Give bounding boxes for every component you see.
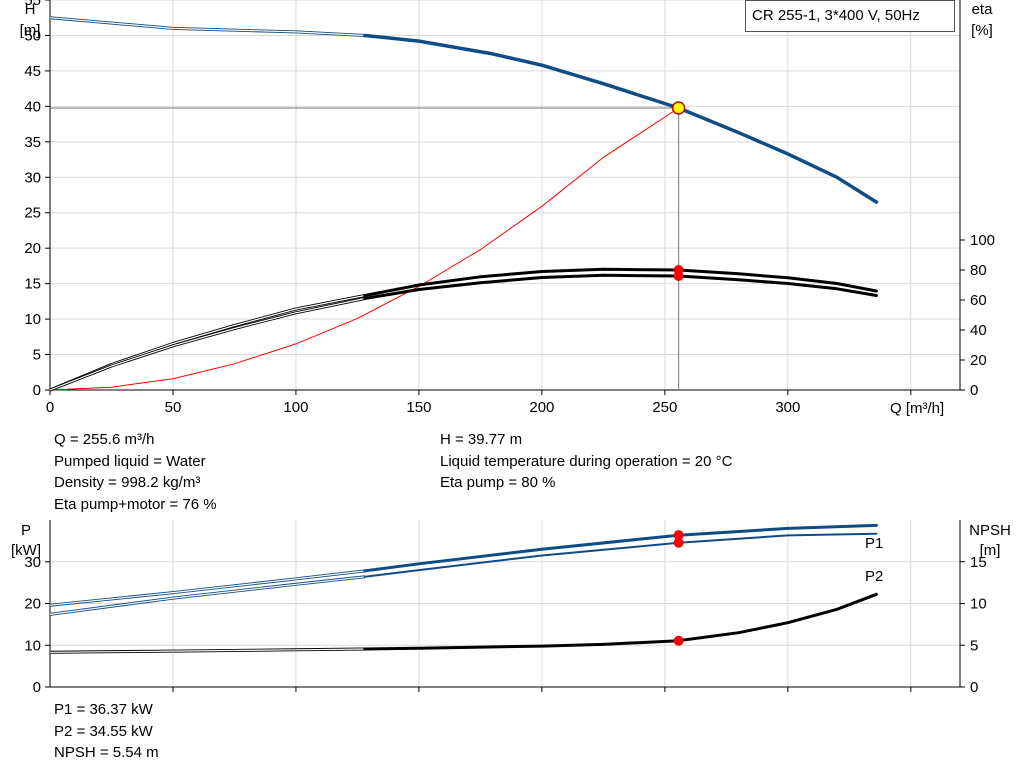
top-left-tick-label: 0	[33, 382, 41, 399]
info-flow: Q = 255.6 m³/h	[54, 431, 155, 448]
top-x-title: Q [m³/h]	[890, 400, 944, 417]
eta-pump-motor-curve-thin-outer	[49, 297, 366, 392]
npsh-curve-thin-inner	[49, 648, 365, 653]
bottom-y-left-unit: [kW]	[11, 542, 41, 559]
top-y-right-unit: [%]	[971, 22, 993, 39]
top-left-tick-label: 5	[33, 347, 41, 364]
top-left-tick-label: 10	[24, 311, 41, 328]
bottom-right-tick-label: 5	[970, 637, 978, 654]
info-liquid-temperature: Liquid temperature during operation = 20…	[440, 452, 733, 470]
info-bottom: P1 = 36.37 kW P2 = 34.55 kW NPSH = 5.54 …	[54, 699, 159, 764]
eta-pump-motor-curve-thin-inner	[49, 297, 365, 391]
operating-point-layer	[671, 101, 686, 646]
eta-pump-motor-curve-thick	[363, 273, 878, 300]
bottom-left-tick-label: 30	[24, 554, 41, 571]
top-right-tick-label: 80	[970, 262, 987, 279]
top-left-tick-label: 25	[24, 205, 41, 222]
bottom-y-left-title: P	[21, 522, 31, 539]
p1-curve-thin-inner	[49, 570, 365, 606]
p1-series-label: P1	[865, 535, 883, 552]
top-left-tick-label: 15	[24, 276, 41, 293]
bottom-y-right-title: NPSH	[969, 522, 1011, 539]
bottom-right-tick-label: 10	[970, 596, 987, 613]
bottom-left-tick-label: 0	[33, 679, 41, 696]
top-x-tick-label: 250	[652, 399, 677, 416]
top-right-tick-label: 20	[970, 352, 987, 369]
info-head: H = 39.77 m	[440, 431, 523, 448]
operating-point-p1	[673, 530, 684, 541]
info-density: Density = 998.2 kg/m³	[54, 474, 201, 491]
top-left-tick-label: 45	[24, 63, 41, 80]
top-left-tick-label: 35	[24, 134, 41, 151]
top-right-tick-label: 40	[970, 322, 987, 339]
info-eta-pump-motor: Eta pump+motor = 76 %	[54, 495, 217, 513]
bottom-y-right-unit: [m]	[980, 542, 1001, 559]
p2-curve-thick	[363, 532, 878, 578]
top-x-tick-label: 100	[283, 399, 308, 416]
top-y-left-unit: [m]	[20, 22, 41, 39]
operating-point-npsh	[673, 635, 684, 646]
top-x-tick-label: 50	[165, 399, 182, 416]
info-eta-pump: Eta pump = 80 %	[440, 474, 556, 491]
legend-box: CR 255-1, 3*400 V, 50Hz	[745, 0, 955, 32]
top-x-tick-label: 0	[46, 399, 54, 416]
top-y-right-title: eta	[972, 1, 994, 18]
bottom-left-tick-label: 20	[24, 596, 41, 613]
head-curve-thin-inner	[49, 17, 365, 37]
top-left-tick-label: 30	[24, 169, 41, 186]
top-y-left-title: H	[25, 1, 36, 18]
top-left-tick-label: 20	[24, 240, 41, 257]
top-x-tick-label: 200	[529, 399, 554, 416]
p2-series-label: P2	[865, 568, 883, 585]
legend-box-text: CR 255-1, 3*400 V, 50Hz	[752, 7, 920, 24]
bottom-right-tick-label: 15	[970, 554, 987, 571]
axes-layer	[45, 0, 965, 692]
top-left-tick-label: 55	[24, 0, 41, 9]
info-liquid: Pumped liquid = Water	[54, 452, 206, 470]
p2-curve-thin-inner	[49, 576, 365, 615]
bottom-left-tick-label: 10	[24, 637, 41, 654]
operating-point-eta-pump-motor	[673, 271, 684, 281]
top-left-tick-label: 50	[24, 27, 41, 44]
info-right: H = 39.77 m Liquid temperature during op…	[440, 429, 732, 494]
system-curve	[49, 107, 679, 391]
info-p1: P1 = 36.37 kW	[54, 701, 153, 718]
bottom-right-tick-label: 0	[970, 679, 978, 696]
curve-layer	[49, 16, 879, 654]
eta-pump-curve-thick	[363, 267, 878, 297]
info-p2: P2 = 34.55 kW	[54, 722, 153, 740]
info-left: Q = 255.6 m³/h Pumped liquid = Water Den…	[54, 429, 217, 515]
info-npsh: NPSH = 5.54 m	[54, 744, 159, 761]
p1-curve-thick	[363, 523, 878, 573]
top-right-tick-label: 100	[970, 232, 995, 249]
top-x-tick-label: 300	[775, 399, 800, 416]
operating-point-head	[671, 101, 686, 115]
operating-point-p2	[673, 537, 684, 548]
top-right-tick-label: 60	[970, 292, 987, 309]
npsh-curve-thick	[363, 592, 878, 651]
head-curve-thick	[363, 33, 879, 204]
top-right-tick-label: 0	[970, 382, 978, 399]
top-x-tick-label: 150	[406, 399, 431, 416]
top-left-tick-label: 40	[24, 98, 41, 115]
